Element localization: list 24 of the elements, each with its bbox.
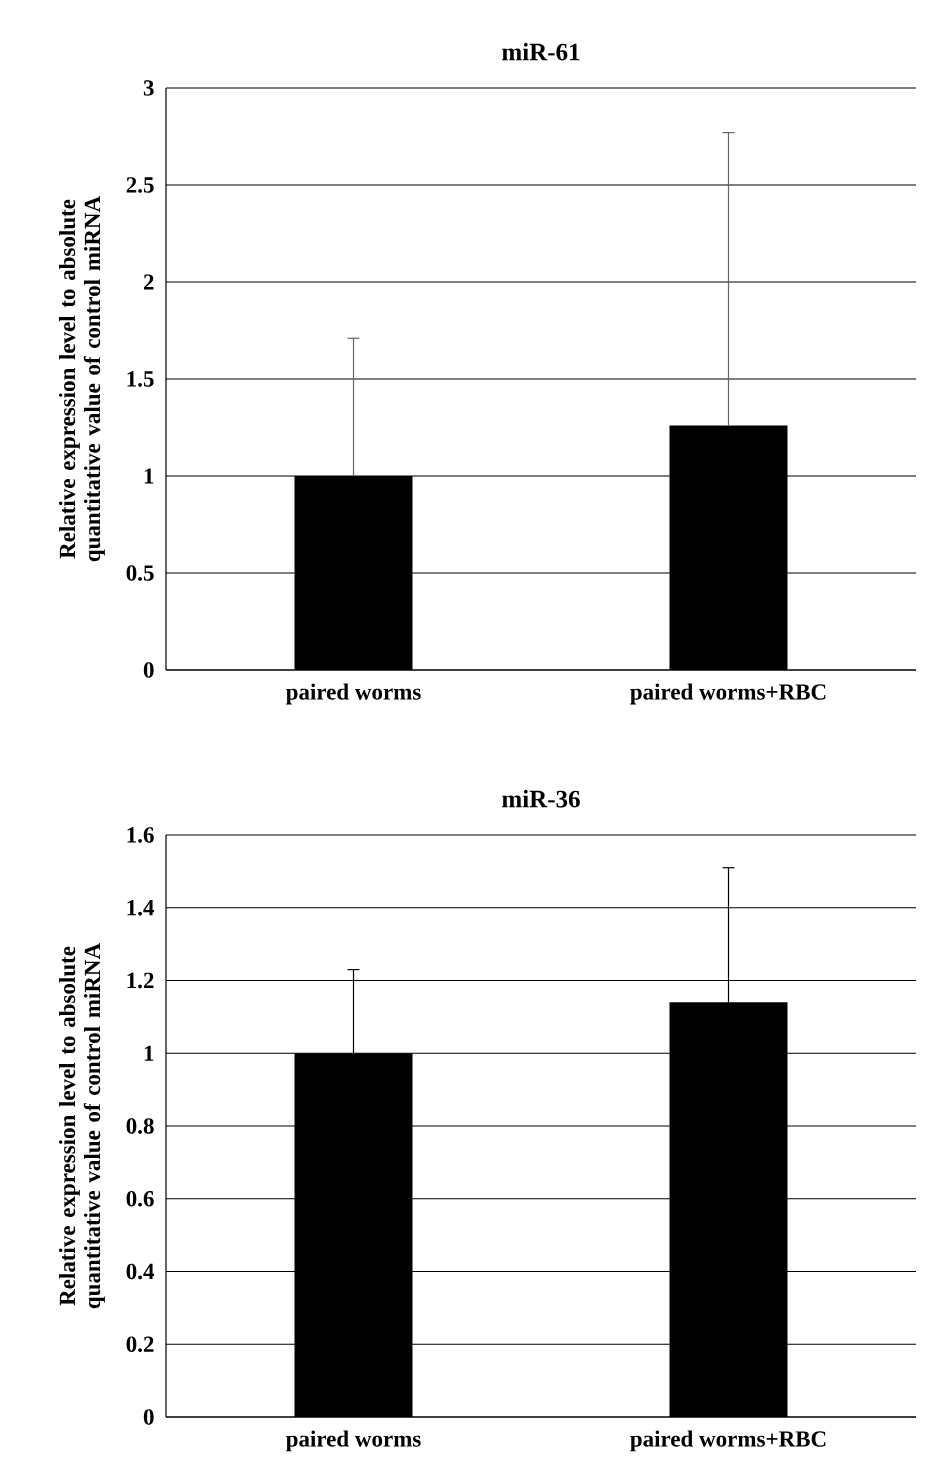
chart-title: miR-61 [502, 42, 580, 61]
y-tick-label: 0.8 [126, 1118, 154, 1134]
y-tick-label: 2.5 [126, 177, 154, 193]
y-tick-label: 2 [143, 274, 154, 290]
y-axis-title: Relative expression level to absolute quantitative value of control miRNA [58, 196, 105, 562]
y-tick-label: 0.4 [126, 1263, 155, 1280]
y-tick-label: 1.6 [127, 827, 154, 843]
y-tick-label: 1.5 [127, 371, 154, 387]
x-tick-label: paired worms [285, 1430, 421, 1452]
x-tick-label: paired worms [285, 683, 421, 705]
y-tick-label: 0 [143, 662, 154, 678]
x-tick-label: paired worms+RBC [630, 1430, 826, 1452]
y-tick-label: 3 [143, 80, 154, 96]
y-tick-label: 1 [144, 468, 154, 484]
y-tick-label: 1.2 [127, 972, 154, 989]
y-axis-title: Relative expression level to absolute quantitative value of control miRNA [58, 943, 105, 1309]
y-tick-label: 0.6 [126, 1190, 154, 1207]
y-tick-label: 0.5 [126, 565, 154, 581]
y-tick-label: 0.2 [126, 1336, 154, 1353]
x-tick-label: paired worms+RBC [630, 683, 826, 705]
y-tick-label: 0 [143, 1409, 154, 1425]
y-tick-label: 1.4 [127, 899, 155, 916]
chart-title: miR-36 [502, 789, 580, 808]
y-tick-label: 1 [144, 1045, 154, 1061]
